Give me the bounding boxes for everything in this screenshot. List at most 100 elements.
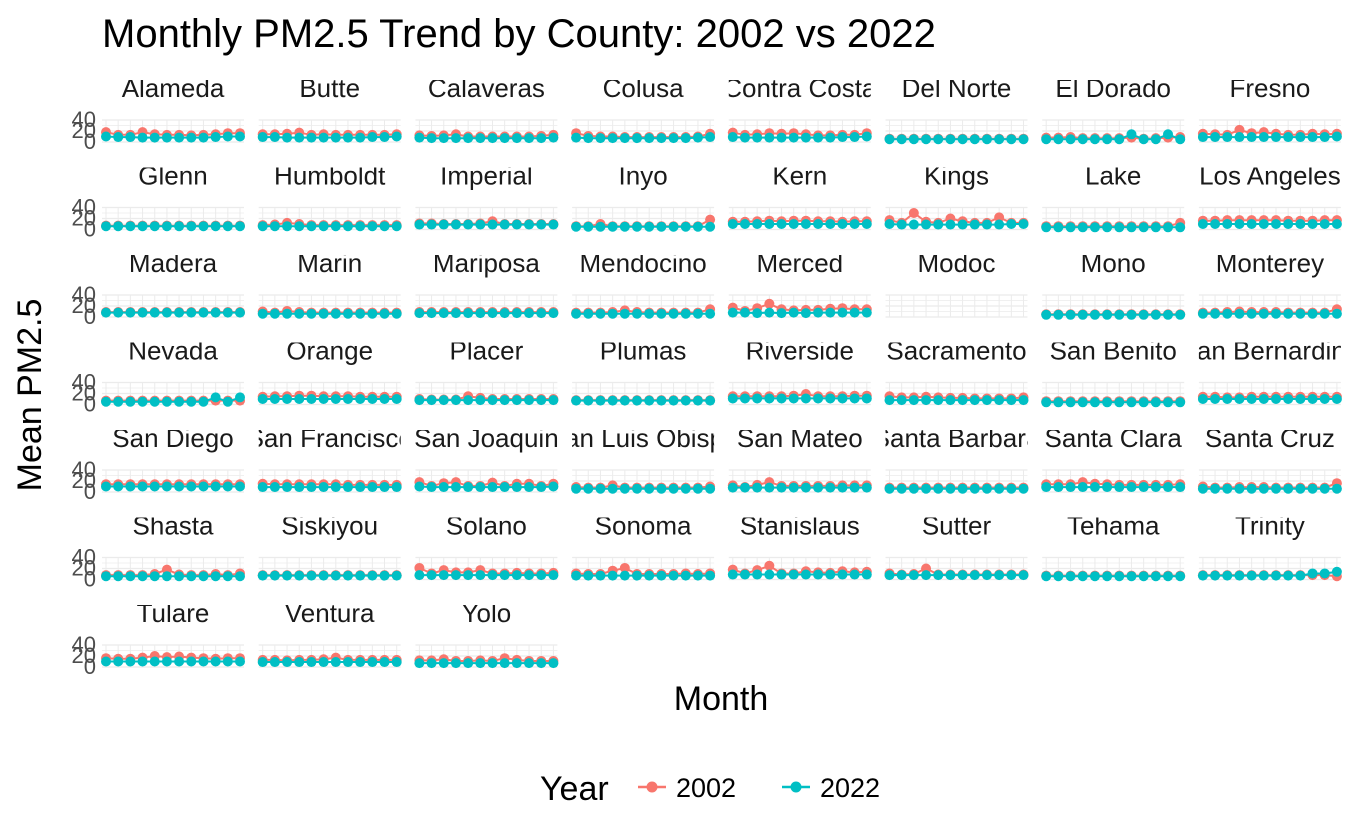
y-tick-label: 20 [72, 643, 96, 668]
data-point [1089, 309, 1100, 320]
data-point [595, 221, 606, 232]
facet-panel: Humboldt [257, 168, 402, 232]
data-point [487, 308, 498, 319]
data-point [161, 571, 172, 582]
data-point [1175, 309, 1186, 320]
facet-panel: Plumas [571, 343, 716, 406]
data-point [861, 482, 872, 493]
data-point [1150, 397, 1161, 408]
data-point [933, 570, 944, 581]
facet-panel: Orange [257, 343, 402, 406]
data-point [306, 570, 317, 581]
data-point [391, 221, 402, 232]
data-point [607, 221, 618, 232]
facet-strip-label: Tulare [137, 598, 210, 628]
data-point [1126, 397, 1137, 408]
data-point [161, 396, 172, 407]
y-tick-label: 40 [72, 632, 96, 657]
data-point [1126, 129, 1137, 140]
data-point [945, 219, 956, 230]
data-point [1065, 397, 1076, 408]
data-point [186, 656, 197, 667]
data-point [861, 131, 872, 142]
data-point [849, 482, 860, 493]
data-point [825, 569, 836, 580]
data-point [739, 219, 750, 229]
data-point [426, 570, 437, 581]
data-point [1234, 308, 1245, 319]
facet-panel: San Joaquin [414, 430, 559, 493]
data-point [632, 308, 643, 319]
data-point [861, 393, 872, 404]
data-point [1018, 134, 1029, 145]
data-point [788, 307, 799, 318]
data-point [933, 395, 944, 406]
data-point [269, 132, 280, 143]
data-point [1319, 308, 1330, 319]
data-point [1175, 397, 1186, 408]
data-point [330, 657, 341, 668]
facet-panel: Santa Cruz [1197, 430, 1342, 494]
data-point [1331, 219, 1342, 229]
facet-panel: Kern [727, 168, 872, 231]
legend-key-point [646, 781, 658, 793]
data-point [174, 132, 185, 143]
data-point [619, 562, 630, 573]
data-point [776, 132, 787, 143]
data-point [1258, 483, 1269, 494]
data-point [355, 482, 366, 493]
facet-panel: Siskiyou [257, 518, 402, 581]
data-point [1138, 309, 1149, 320]
data-point [1114, 222, 1125, 233]
data-point [595, 483, 606, 494]
data-point [294, 482, 305, 493]
data-point [524, 219, 535, 230]
data-point [957, 395, 968, 406]
data-point [137, 481, 148, 492]
data-point [137, 307, 148, 318]
data-point [414, 481, 425, 492]
facet-panel: Monterey [1197, 255, 1342, 319]
data-point [644, 221, 655, 232]
facet-panel: Kings [884, 168, 1029, 231]
facet-panel: Lake [1041, 168, 1186, 233]
data-point [957, 219, 968, 230]
data-point [680, 308, 691, 319]
data-point [367, 657, 378, 668]
data-point [487, 570, 498, 581]
data-point [607, 308, 618, 319]
facet-strip-label: Merced [756, 248, 843, 278]
data-point [137, 571, 148, 582]
data-point [257, 570, 268, 581]
facet-panel: San Francisco [247, 423, 413, 493]
data-point [379, 132, 390, 143]
data-point [1126, 571, 1137, 582]
data-point [318, 132, 329, 143]
data-point [583, 221, 594, 232]
data-point [1065, 222, 1076, 233]
data-point [813, 132, 824, 143]
data-point [379, 221, 390, 232]
facet-strip-label: Riverside [746, 336, 854, 366]
data-point [1210, 483, 1221, 494]
data-point [571, 483, 582, 494]
facet-strip-label: Inyo [619, 161, 668, 191]
data-point [752, 569, 763, 580]
data-point [1270, 132, 1281, 143]
data-point [318, 482, 329, 493]
data-point [1234, 124, 1245, 135]
data-point [705, 132, 716, 143]
data-point [849, 132, 860, 143]
data-point [524, 570, 535, 581]
facet-panel: Calaveras [414, 80, 559, 144]
data-point [186, 221, 197, 232]
data-point [198, 656, 209, 667]
data-point [813, 482, 824, 493]
data-point [294, 570, 305, 581]
facet-strip-label: San Francisco [247, 423, 413, 453]
data-point [908, 208, 919, 218]
data-point [306, 482, 317, 493]
data-point [450, 658, 461, 669]
